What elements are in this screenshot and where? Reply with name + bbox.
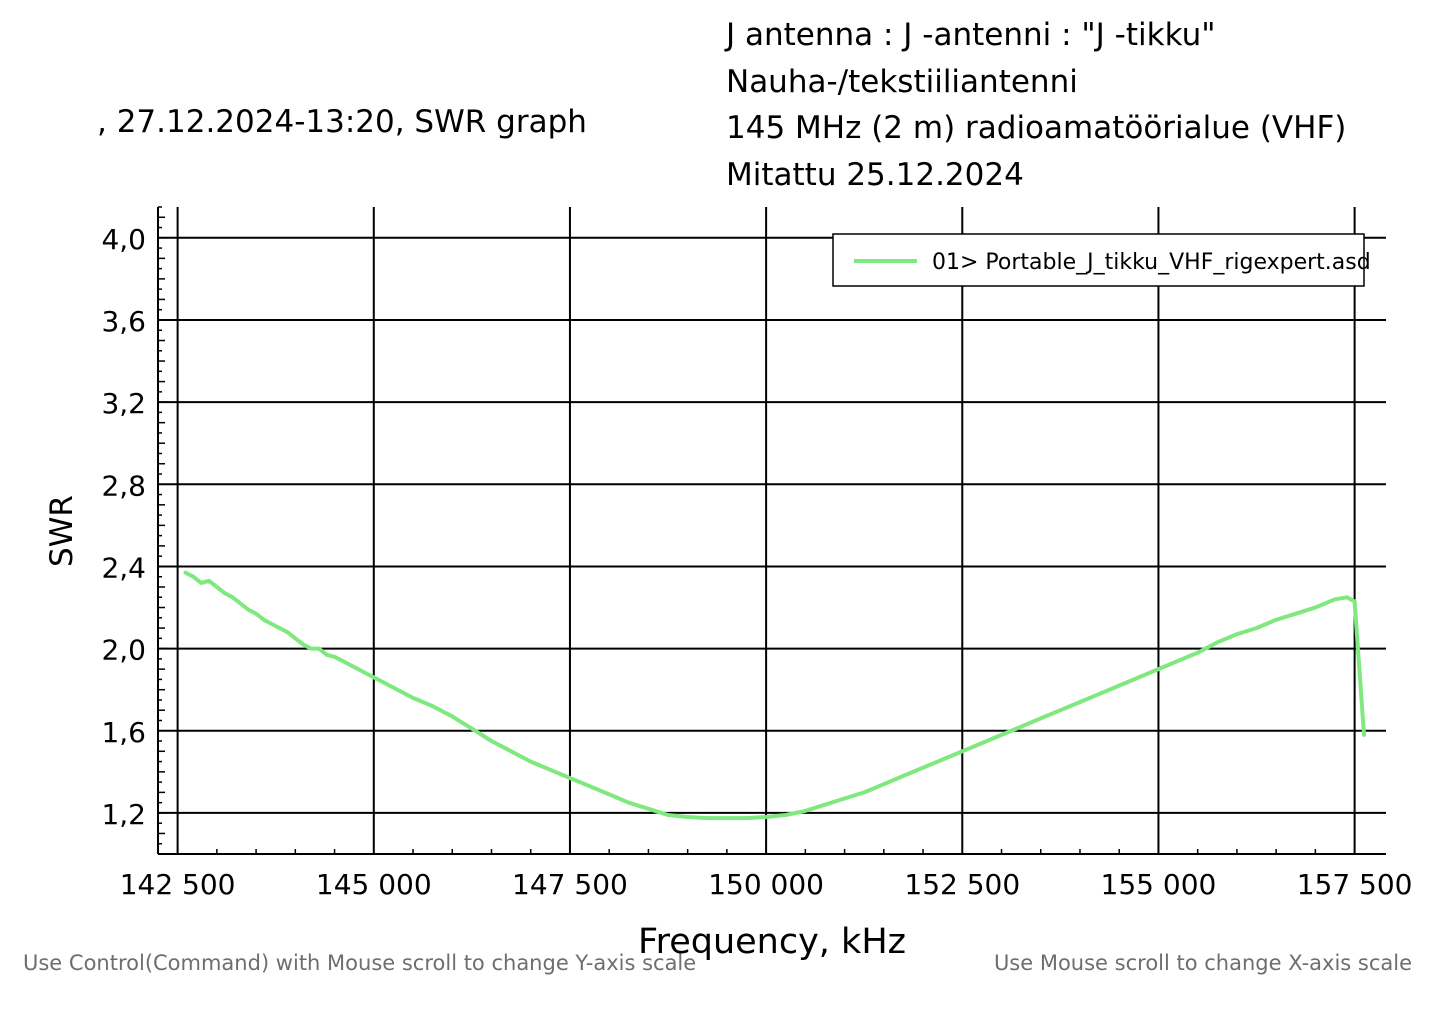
series-line xyxy=(183,570,1366,821)
title-line-type: Nauha-/tekstiiliantenni xyxy=(726,63,1078,100)
chart-subtitle: , 27.12.2024-13:20, SWR graph xyxy=(97,104,587,140)
grid-lines xyxy=(158,207,1386,854)
y-tick-label: 4,0 xyxy=(101,223,146,256)
y-tick-label: 2,0 xyxy=(101,634,146,667)
x-scale-hint: Use Mouse scroll to change X-axis scale xyxy=(993,951,1412,975)
y-tick-label: 2,4 xyxy=(101,551,146,584)
x-tick-label: 152 500 xyxy=(904,868,1020,901)
chart-title-block: J antenna : J -antenni : "J -tikku" Nauh… xyxy=(726,12,1346,198)
x-tick-label: 142 500 xyxy=(120,868,236,901)
legend-entry-label: 01> Portable_J_tikku_VHF_rigexpert.asd xyxy=(932,250,1371,275)
x-tick-label: 147 500 xyxy=(512,868,628,901)
title-line-measured: Mitattu 25.12.2024 xyxy=(726,156,1024,193)
title-line-antenna: J antenna : J -antenni : "J -tikku" xyxy=(726,17,1216,53)
y-tick-label: 3,6 xyxy=(101,305,146,338)
title-line-band: 145 MHz (2 m) radioamatöörialue (VHF) xyxy=(726,110,1347,146)
y-scale-hint: Use Control(Command) with Mouse scroll t… xyxy=(23,951,697,975)
y-tick-label: 1,2 xyxy=(101,798,146,831)
legend-box xyxy=(832,233,1365,287)
y-tick-label: 1,6 xyxy=(101,716,146,749)
x-axis-label: Frequency, kHz xyxy=(638,922,906,962)
x-tick-label: 157 500 xyxy=(1297,868,1413,901)
tick-labels: 1,2 1,6 2,0 2,4 2,8 3,2 3,6 4,0 142 500 145 000 14… xyxy=(101,223,1412,901)
y-axis-label: SWR xyxy=(44,495,80,567)
legend[interactable]: 01> Portable_J_tikku_VHF_rigexpert.asd xyxy=(832,233,1371,287)
y-tick-label: 2,8 xyxy=(101,469,146,502)
x-tick-label: 145 000 xyxy=(316,868,432,901)
x-tick-label: 150 000 xyxy=(708,868,824,901)
series-layer xyxy=(183,570,1366,821)
y-tick-label: 3,2 xyxy=(101,387,146,420)
axes xyxy=(157,206,1386,855)
x-tick-label: 155 000 xyxy=(1101,868,1217,901)
